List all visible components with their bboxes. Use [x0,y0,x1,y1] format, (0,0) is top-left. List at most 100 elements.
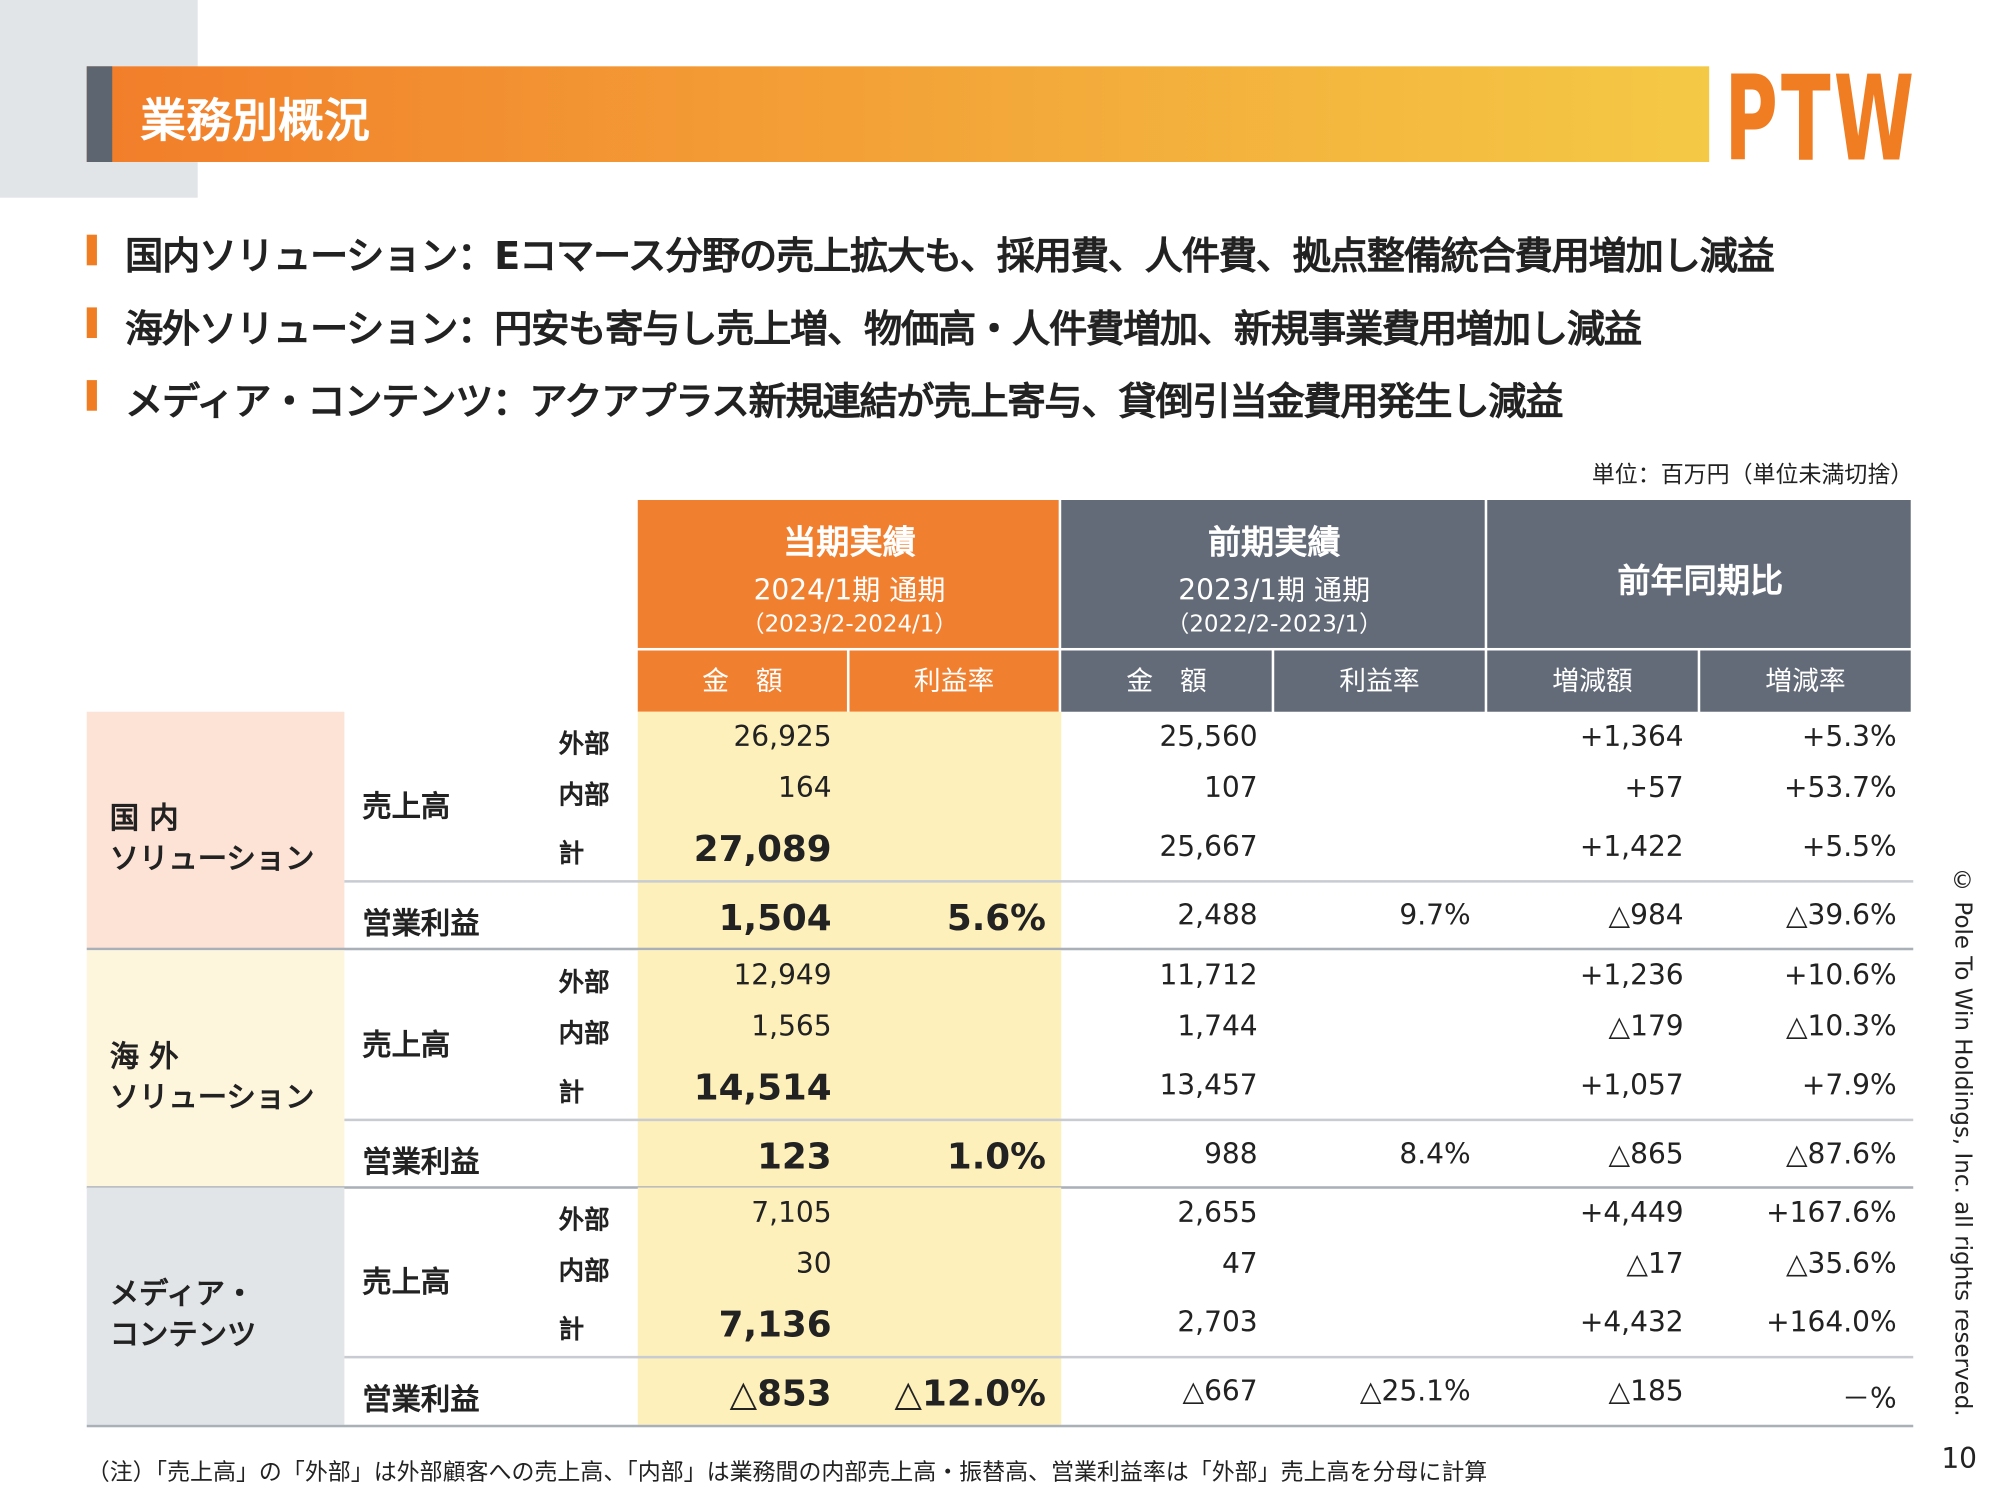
cell-value: 107 [1204,772,1258,805]
segment-divider [86,947,1914,951]
bullet-text: メディア・コンテンツ：アクアプラス新規連結が売上寄与、貸倒引当金費用発生し減益 [124,380,1564,425]
current-column [637,1187,1062,1425]
cell-value: △853 [729,1372,832,1415]
item-label: 売上高 [362,790,451,824]
segment-cell [86,1187,345,1425]
group-title: 前期実績 [1207,524,1341,563]
cell-value: 2,488 [1177,900,1258,933]
sub-label: 外部 [558,1204,610,1235]
cell-value: +167.6% [1766,1197,1897,1230]
segment-name: 国 内 [109,802,179,836]
sub-label: 内部 [558,1255,610,1286]
cell-value: +53.7% [1784,772,1897,805]
current-column [637,711,1062,949]
cell-value: 5.6% [946,896,1046,939]
group-period: 2024/1期 通期 [753,575,946,608]
logo: PTW [1724,51,1918,188]
sub-label: 内部 [558,779,610,810]
cell-value: 164 [778,772,832,805]
footnote: （注）「売上高」の「外部」は外部顧客への売上高、「内部」は業務間の内部売上高・振… [86,1459,1488,1486]
cell-value: +1,236 [1579,959,1684,992]
sub-label: 内部 [558,1017,610,1048]
segment-name: コンテンツ [109,1318,257,1353]
cell-value: 25,560 [1159,721,1258,754]
cell-value: 9.7% [1399,900,1471,933]
cell-value: 12,949 [733,959,832,992]
cell-value: △25.1% [1359,1376,1471,1409]
group-period: 2023/1期 通期 [1178,575,1371,608]
cell-value: 1,565 [751,1010,832,1043]
cell-value: △667 [1182,1376,1258,1409]
cell-value: +1,364 [1579,721,1684,754]
segment-name: 海 外 [109,1040,179,1074]
group-range: （2023/2-2024/1） [741,610,958,638]
row-divider [344,1355,1914,1359]
cell-value: △12.0% [894,1372,1046,1415]
cell-value: △35.6% [1785,1248,1897,1281]
header-accent [86,66,113,162]
bullet-marker [86,380,97,411]
cell-value: 26,925 [733,721,832,754]
segment-cell [86,711,345,949]
row-divider [344,1117,1914,1121]
copyright: © Pole To Win Holdings, Inc. all rights … [1948,867,1976,1417]
cell-value: 1,504 [718,896,832,939]
segment-cell [86,949,345,1187]
cell-value: +164.0% [1766,1307,1897,1340]
table-bottom [86,1424,1914,1428]
cell-value: 7,105 [751,1197,832,1230]
segment-name: メディア・ [109,1278,255,1312]
cell-value: △185 [1608,1376,1684,1409]
cell-value: +7.9% [1801,1069,1897,1102]
cell-value: +5.5% [1801,831,1897,864]
cell-value: △17 [1626,1248,1684,1281]
cell-value: 2,655 [1177,1197,1258,1230]
column-header: 金 額 [637,650,847,712]
column-header: 金 額 [1061,650,1272,712]
cell-value: 123 [757,1134,832,1177]
page-number: 10 [1941,1443,1978,1476]
sub-label: 外部 [558,728,610,759]
cell-value: 1.0% [946,1134,1046,1177]
column-header: 増減額 [1487,650,1698,712]
group-header [637,499,1059,648]
item-label: 営業利益 [362,1383,480,1418]
cell-value: +5.3% [1801,721,1897,754]
unit-note: 単位：百万円（単位未満切捨） [1591,461,1914,489]
bullet-marker [86,234,97,266]
cell-value: 1,744 [1177,1010,1258,1043]
column-header: 利益率 [1274,650,1485,712]
bullet-text: 海外ソリューション：円安も寄与し売上増、物価高・人件費増加、新規事業費用増加し減… [124,307,1642,353]
cell-value: 11,712 [1159,959,1258,992]
group-range: （2022/2-2023/1） [1166,610,1383,638]
row-divider [344,880,1914,883]
cell-value: 13,457 [1159,1069,1258,1102]
cell-value: 14,514 [693,1065,832,1108]
column-header: 利益率 [849,650,1059,712]
cell-value: △865 [1608,1138,1684,1171]
cell-value: 7,136 [718,1303,832,1346]
group-title: 当期実績 [783,524,916,563]
cell-value: +4,449 [1579,1197,1684,1230]
sub-label: 計 [558,1075,585,1107]
sub-label: 計 [558,838,585,869]
cell-value: 27,089 [693,827,832,870]
segment-divider [86,1185,1914,1189]
cell-value: +10.6% [1784,959,1897,992]
cell-value: △39.6% [1785,900,1897,933]
segment-name: ソリューション [109,843,315,877]
group-title: 前年同期比 [1617,562,1784,601]
bullet-text: 国内ソリューション：Eコマース分野の売上拡大も、採用費、人件費、拠点整備統合費用… [124,234,1775,280]
sub-label: 計 [558,1313,585,1345]
cell-value: 47 [1221,1248,1258,1281]
cell-value: △179 [1608,1010,1684,1043]
page-title: 業務別概況 [140,95,370,148]
bullet-marker [86,307,97,339]
group-header [1487,499,1911,648]
item-label: 売上高 [362,1028,451,1062]
header-bar [86,66,1710,162]
cell-value: △984 [1608,900,1684,933]
cell-value: +1,422 [1579,831,1684,864]
segment-name: ソリューション [109,1080,315,1115]
